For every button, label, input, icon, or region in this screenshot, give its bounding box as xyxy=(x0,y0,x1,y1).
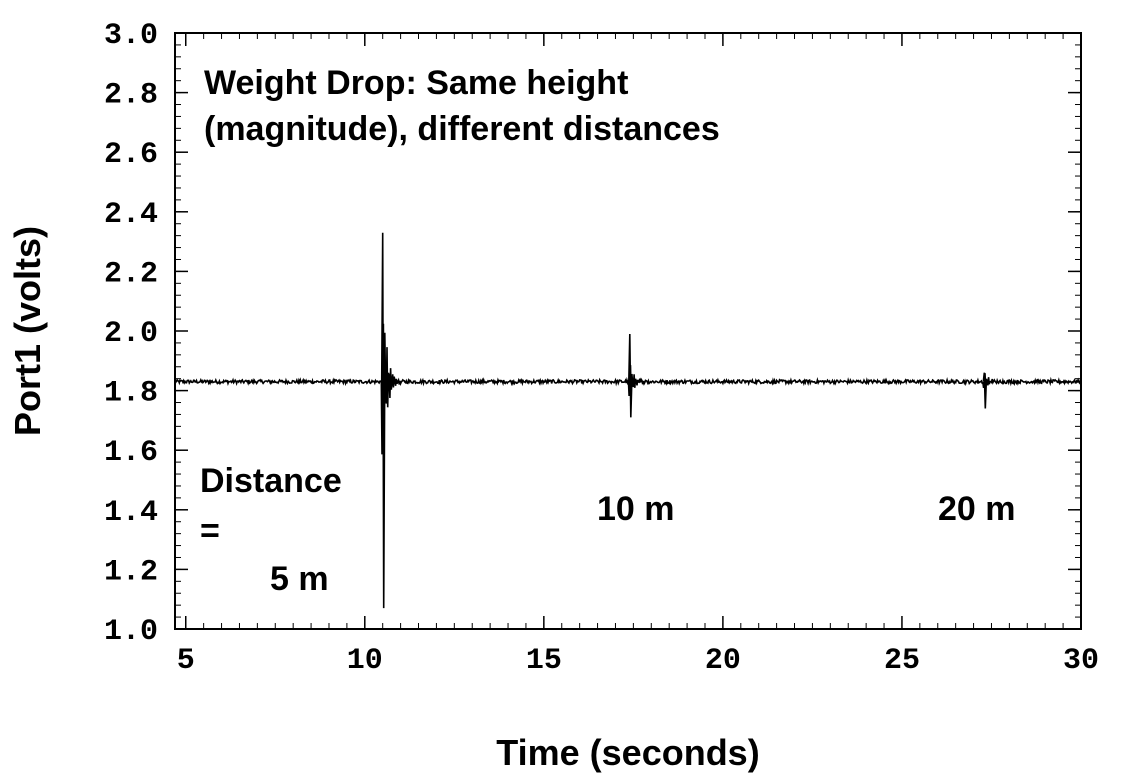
distance-label: Distance xyxy=(200,462,342,500)
y-tick-label: 1.4 xyxy=(104,496,158,530)
signal-series-line xyxy=(174,232,1082,609)
x-tick-label: 10 xyxy=(347,644,383,678)
y-tick-label: 1.2 xyxy=(104,555,158,589)
y-tick-label: 1.8 xyxy=(104,377,158,411)
label-10m: 10 m xyxy=(597,490,675,528)
y-tick-label: 2.0 xyxy=(104,317,158,351)
y-tick-label: 2.8 xyxy=(104,79,158,113)
y-tick-label: 3.0 xyxy=(104,19,158,53)
major-ticks xyxy=(175,32,1082,630)
y-tick-label: 1.6 xyxy=(104,436,158,470)
y-tick-label: 2.6 xyxy=(104,138,158,172)
title-line-1: Weight Drop: Same height xyxy=(204,64,628,102)
y-tick-label: 2.4 xyxy=(104,198,158,232)
y-tick-labels: 3.0 2.8 2.6 2.4 2.2 2.0 1.8 1.6 1.4 1.2 1.0 xyxy=(104,19,158,649)
equals-label: = xyxy=(200,512,220,550)
x-axis-title: Time (seconds) xyxy=(496,732,759,773)
x-tick-label: 20 xyxy=(705,644,741,678)
title-line-2: (magnitude), different distances xyxy=(204,110,720,148)
y-tick-label: 1.0 xyxy=(104,615,158,649)
x-tick-label: 25 xyxy=(884,644,920,678)
x-tick-label: 15 xyxy=(526,644,562,678)
x-tick-labels: 5 10 15 20 25 30 xyxy=(177,644,1099,678)
x-tick-label: 5 xyxy=(177,644,195,678)
x-tick-label: 30 xyxy=(1063,644,1099,678)
y-tick-label: 2.2 xyxy=(104,257,158,291)
y-axis-title: Port1 (volts) xyxy=(7,226,48,436)
label-5m: 5 m xyxy=(270,560,329,598)
label-20m: 20 m xyxy=(938,490,1016,528)
